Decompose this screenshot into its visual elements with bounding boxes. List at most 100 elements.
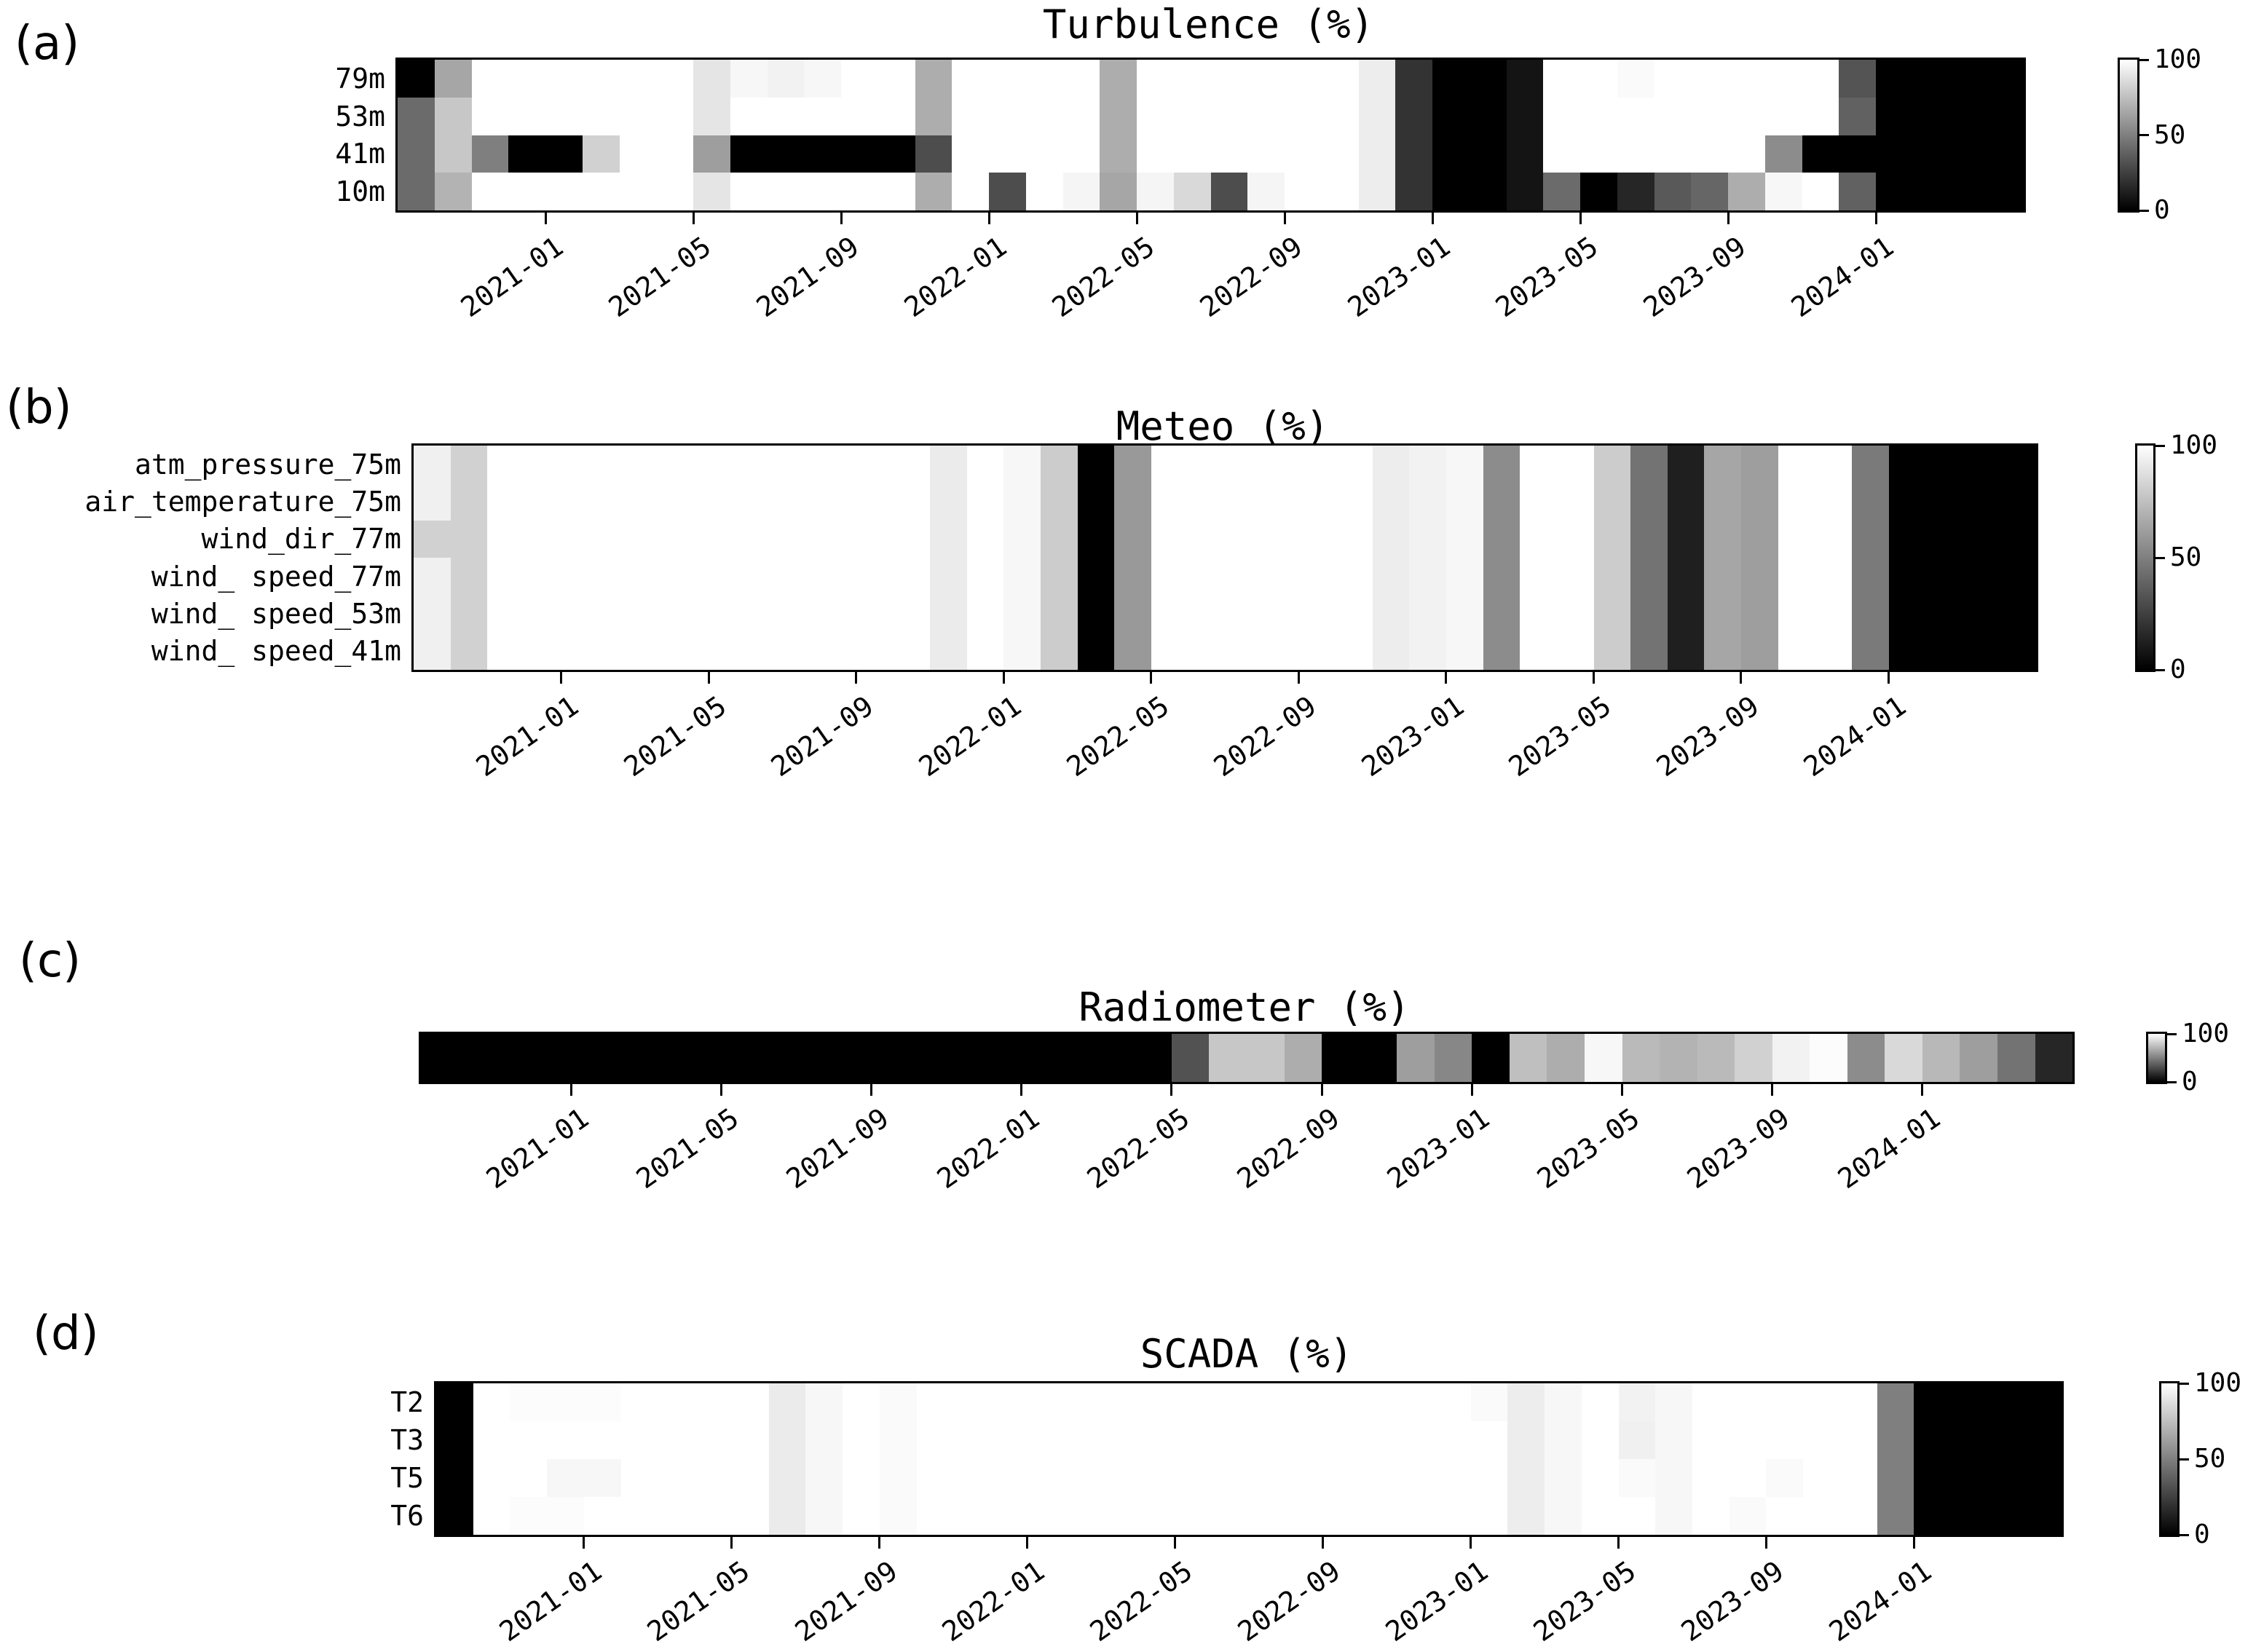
heatmap-cell (856, 520, 894, 558)
heatmap-cell (1372, 483, 1410, 521)
heatmap-cell (1395, 60, 1432, 98)
heatmap-cell (1151, 446, 1188, 483)
heatmap-cell (1520, 595, 1557, 633)
heatmap-cell (1409, 483, 1446, 521)
x-tick-mark (987, 213, 990, 224)
heatmap-cell (1247, 1034, 1285, 1082)
row-label: wind_ speed_77m (151, 560, 401, 593)
heatmap-cell (473, 1497, 510, 1535)
heatmap-cell (1704, 632, 1742, 670)
heatmap-cell (1851, 595, 1889, 633)
heatmap-cell (989, 173, 1026, 210)
heatmap-cell (434, 135, 472, 173)
x-tick-mark (1020, 1084, 1023, 1096)
heatmap-row (414, 557, 2037, 596)
heatmap-cell (1358, 60, 1396, 98)
heatmap-cell (561, 520, 599, 558)
heatmap-cell (1778, 557, 1815, 596)
heatmap-cell (1173, 173, 1211, 210)
heatmap-cell (1999, 595, 2037, 633)
colorbar-tick-mark (2155, 556, 2165, 559)
heatmap-cell (1912, 97, 1950, 135)
row-label: T3 (390, 1424, 424, 1456)
colorbar (2118, 58, 2139, 213)
row-label: wind_dir_77m (201, 523, 401, 556)
heatmap-cell (834, 1034, 872, 1082)
colorbar-tick-mark (2180, 1533, 2189, 1536)
heatmap-cell (1261, 595, 1299, 633)
heatmap-cell (1654, 173, 1692, 210)
heatmap-cell (1987, 1497, 2025, 1535)
heatmap-cell (1888, 557, 1926, 596)
heatmap-cell (1433, 1459, 1471, 1497)
heatmap-cell (805, 1421, 843, 1459)
heatmap-cell (1962, 520, 2000, 558)
heatmap-cell (1285, 1497, 1323, 1535)
heatmap-cell (1925, 446, 1963, 483)
heatmap-cell (1027, 1421, 1065, 1459)
row-label: wind_ speed_41m (151, 635, 401, 668)
heatmap-cell (658, 1497, 695, 1535)
heatmap-cell (1261, 446, 1299, 483)
heatmap-cell (1175, 1383, 1212, 1421)
heatmap-cell (1877, 1383, 1914, 1421)
panel-title: Meteo (%) (1116, 403, 1330, 449)
heatmap-cell (450, 557, 488, 596)
panel-title: Radiometer (%) (1078, 984, 1411, 1030)
heatmap-cell (1877, 1459, 1914, 1497)
heatmap-cell (658, 1421, 695, 1459)
heatmap-cell (1987, 1383, 2025, 1421)
heatmap-cell (877, 60, 915, 98)
heatmap-cell (1580, 135, 1617, 173)
heatmap-cell (582, 135, 620, 173)
heatmap-cell (953, 1383, 991, 1421)
heatmap-cell (619, 97, 657, 135)
heatmap-cell (1667, 557, 1705, 596)
heatmap-cell (1096, 1034, 1135, 1082)
heatmap-cell (1434, 1034, 1472, 1082)
heatmap-cell (1888, 632, 1926, 670)
heatmap-cell (841, 135, 878, 173)
heatmap-cell (1062, 97, 1100, 135)
heatmap-cell (656, 173, 693, 210)
heatmap-cell (1040, 520, 1078, 558)
heatmap-cell (1285, 97, 1322, 135)
heatmap-cell (768, 1459, 806, 1497)
heatmap-cell (1876, 97, 1913, 135)
heatmap-cell (1336, 520, 1373, 558)
x-tick-mark (1771, 1084, 1774, 1096)
heatmap-cell (1025, 135, 1063, 173)
heatmap-cell (1360, 1459, 1397, 1497)
heatmap-cell (547, 1421, 584, 1459)
heatmap-cell (1556, 595, 1594, 633)
heatmap-cell (1951, 1383, 1988, 1421)
x-tick-mark (1283, 213, 1286, 224)
heatmap-cell (1876, 60, 1913, 98)
heatmap-cell (1581, 1383, 1619, 1421)
heatmap-cell (1360, 1497, 1397, 1535)
heatmap-cell (990, 1497, 1028, 1535)
heatmap-cell (1372, 632, 1410, 670)
heatmap-row (398, 135, 2024, 173)
heatmap-cell (2024, 1497, 2062, 1535)
heatmap-cell (1851, 520, 1889, 558)
panel-title: SCADA (%) (1140, 1331, 1354, 1377)
row-label: 53m (335, 100, 385, 133)
heatmap-cell (1580, 60, 1617, 98)
heatmap-cell (1581, 1459, 1619, 1497)
heatmap-cell (1003, 520, 1041, 558)
heatmap-cell (1064, 1383, 1102, 1421)
heatmap-cell (1100, 173, 1137, 210)
colorbar-tick-mark (2139, 58, 2149, 61)
heatmap-cell (1741, 483, 1778, 521)
heatmap-plot (395, 58, 2026, 213)
heatmap-cell (1285, 1383, 1323, 1421)
heatmap-cell (1547, 1034, 1585, 1082)
heatmap-cell (1741, 595, 1778, 633)
heatmap-cell (524, 446, 561, 483)
heatmap-cell (1506, 97, 1544, 135)
heatmap-cell (952, 97, 989, 135)
heatmap-cell (398, 135, 435, 173)
heatmap-cell (1593, 483, 1631, 521)
heatmap-cell (871, 1034, 910, 1082)
